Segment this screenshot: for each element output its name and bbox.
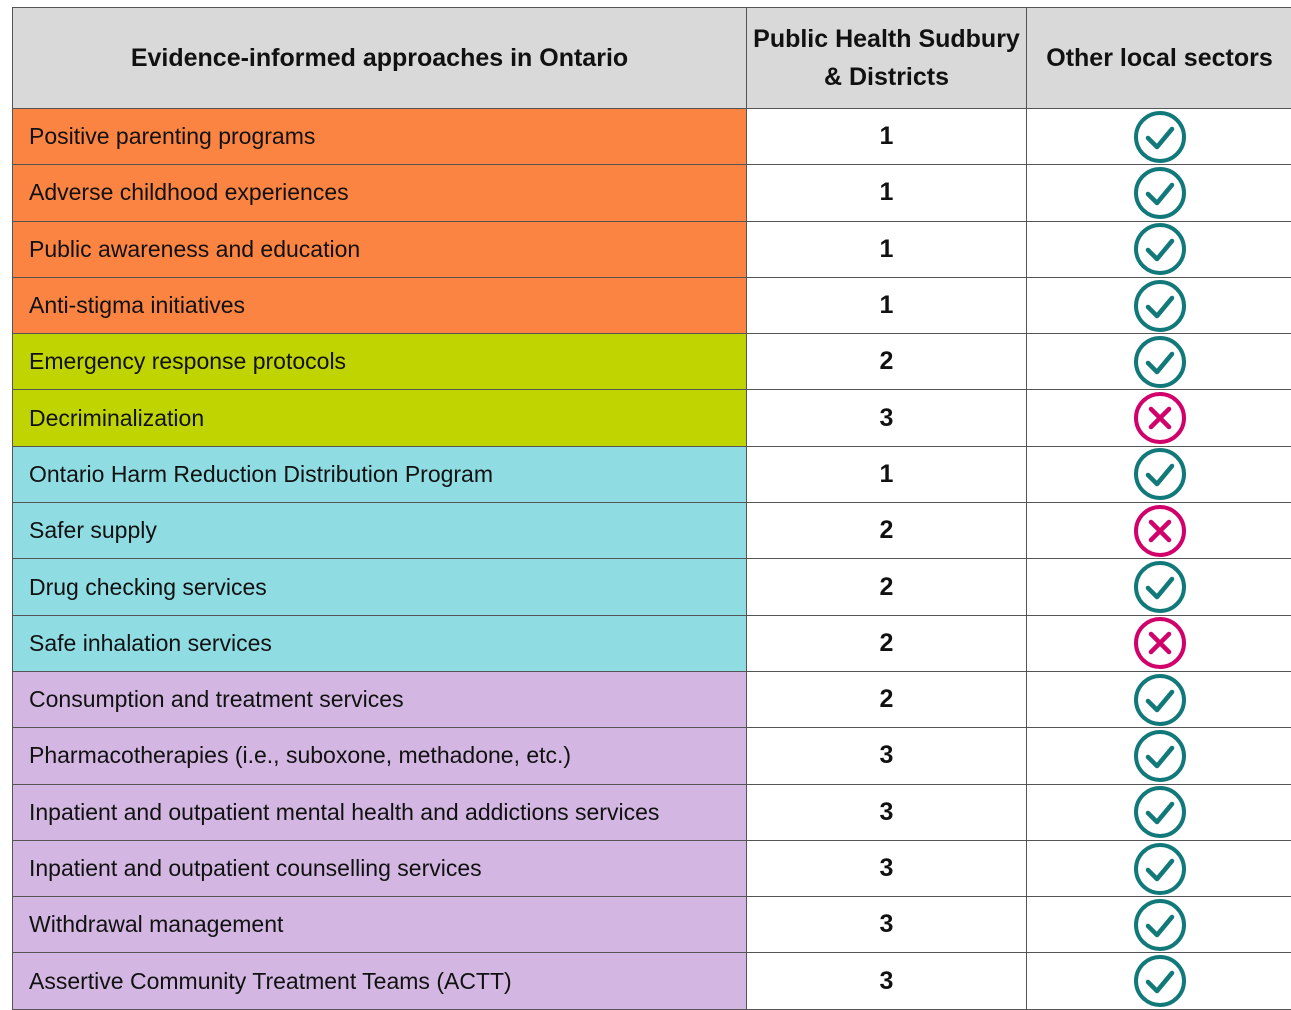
phsd-cell: 3 (747, 390, 1027, 446)
phsd-cell: 3 (747, 953, 1027, 1009)
other-cell (1027, 897, 1291, 953)
approach-cell: Inpatient and outpatient mental health a… (13, 784, 747, 840)
approach-cell: Emergency response protocols (13, 334, 747, 390)
approach-cell: Safe inhalation services (13, 615, 747, 671)
table-row: Inpatient and outpatient mental health a… (13, 784, 1291, 841)
check-icon (1133, 448, 1186, 501)
other-cell (1027, 446, 1291, 503)
approach-cell: Anti-stigma initiatives (13, 277, 747, 334)
table-row: Safer supply 2 (13, 503, 1291, 560)
check-icon (1133, 335, 1186, 388)
check-icon (1133, 898, 1186, 951)
header-cell: Evidence-informed approaches in Ontario (13, 8, 747, 108)
table-row: Drug checking services 2 (13, 559, 1291, 616)
approach-cell: Inpatient and outpatient counselling ser… (13, 840, 747, 897)
approach-cell: Adverse childhood experiences (13, 165, 747, 221)
approach-cell: Assertive Community Treatment Teams (ACT… (13, 953, 747, 1009)
phsd-cell: 3 (747, 897, 1027, 953)
other-cell (1027, 615, 1291, 671)
cross-icon (1133, 392, 1186, 445)
phsd-cell: 1 (747, 165, 1027, 221)
phsd-cell: 1 (747, 277, 1027, 334)
header-cell: Other local sectors (1027, 8, 1291, 108)
other-cell (1027, 334, 1291, 390)
other-cell (1027, 390, 1291, 446)
phsd-cell: 1 (747, 446, 1027, 503)
phsd-cell: 3 (747, 728, 1027, 784)
other-cell (1027, 503, 1291, 559)
check-icon (1133, 166, 1186, 219)
approach-cell: Decriminalization (13, 390, 747, 446)
approach-cell: Safer supply (13, 503, 747, 559)
other-cell (1027, 671, 1291, 728)
table-row: Consumption and treatment services 2 (13, 671, 1291, 729)
other-cell (1027, 953, 1291, 1009)
approach-cell: Pharmacotherapies (i.e., suboxone, metha… (13, 728, 747, 784)
approach-cell: Drug checking services (13, 559, 747, 615)
phsd-cell: 1 (747, 109, 1027, 165)
cross-icon (1133, 504, 1186, 557)
table-row: Anti-stigma initiatives 1 (13, 277, 1291, 335)
phsd-cell: 2 (747, 615, 1027, 671)
cross-icon (1133, 617, 1186, 670)
check-icon (1133, 110, 1186, 163)
check-icon (1133, 673, 1186, 726)
approach-cell: Consumption and treatment services (13, 671, 747, 728)
phsd-cell: 1 (747, 221, 1027, 277)
other-cell (1027, 277, 1291, 334)
other-cell (1027, 109, 1291, 165)
table-row: Public awareness and education 1 (13, 221, 1291, 278)
header-row: Evidence-informed approaches in Ontario … (13, 8, 1291, 109)
table-row: Decriminalization 3 (13, 390, 1291, 447)
table-row: Emergency response protocols 2 (13, 334, 1291, 391)
phsd-cell: 2 (747, 503, 1027, 559)
phsd-cell: 3 (747, 784, 1027, 840)
header-cell: Public Health Sudbury & Districts (747, 8, 1027, 108)
table-row: Assertive Community Treatment Teams (ACT… (13, 953, 1291, 1010)
table-row: Positive parenting programs 1 (13, 109, 1291, 166)
table-row: Safe inhalation services 2 (13, 615, 1291, 672)
phsd-cell: 3 (747, 840, 1027, 897)
check-icon (1133, 786, 1186, 839)
approach-cell: Positive parenting programs (13, 109, 747, 165)
check-icon (1133, 561, 1186, 614)
table-row: Ontario Harm Reduction Distribution Prog… (13, 446, 1291, 504)
other-cell (1027, 728, 1291, 784)
other-cell (1027, 221, 1291, 277)
check-icon (1133, 223, 1186, 276)
phsd-cell: 2 (747, 559, 1027, 615)
table: Evidence-informed approaches in Ontario … (12, 7, 1291, 1010)
phsd-cell: 2 (747, 671, 1027, 728)
table-row: Pharmacotherapies (i.e., suboxone, metha… (13, 728, 1291, 785)
approach-cell: Ontario Harm Reduction Distribution Prog… (13, 446, 747, 503)
check-icon (1133, 729, 1186, 782)
phsd-cell: 2 (747, 334, 1027, 390)
approach-cell: Withdrawal management (13, 897, 747, 953)
other-cell (1027, 784, 1291, 840)
other-cell (1027, 165, 1291, 221)
other-cell (1027, 559, 1291, 615)
check-icon (1133, 279, 1186, 332)
table-row: Withdrawal management 3 (13, 897, 1291, 954)
table-row: Inpatient and outpatient counselling ser… (13, 840, 1291, 898)
check-icon (1133, 955, 1186, 1008)
check-icon (1133, 842, 1186, 895)
table-row: Adverse childhood experiences 1 (13, 165, 1291, 222)
other-cell (1027, 840, 1291, 897)
approach-cell: Public awareness and education (13, 221, 747, 277)
